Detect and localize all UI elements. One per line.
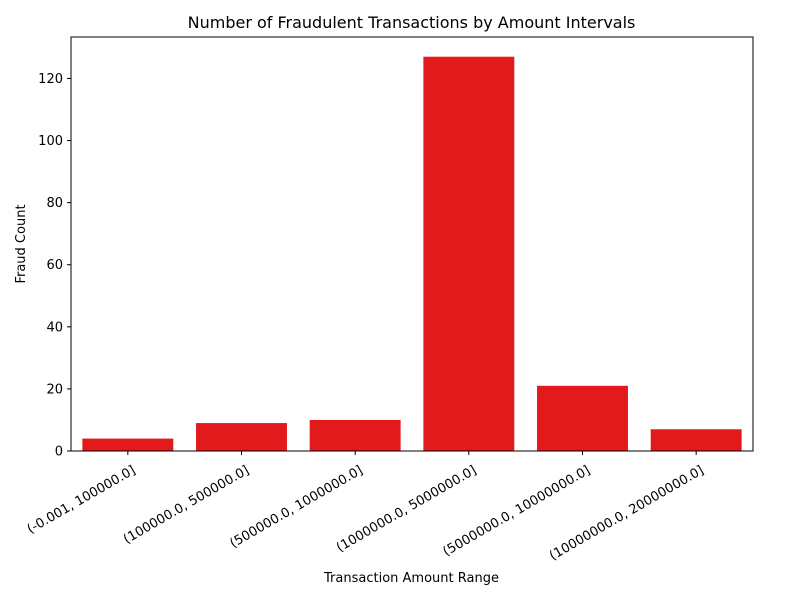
bar-6 — [650, 429, 742, 451]
bar-3 — [309, 419, 401, 451]
bar-2 — [196, 423, 287, 451]
bar-4 — [423, 56, 515, 451]
plot-frame — [70, 36, 754, 452]
y-tick-label: 80 — [46, 196, 63, 211]
y-axis-ticks: 0 20 40 60 80 100 120 — [38, 72, 71, 460]
y-tick-label: 0 — [55, 445, 63, 460]
bars — [82, 56, 742, 451]
bar-1 — [82, 438, 174, 451]
y-tick-label: 60 — [46, 258, 63, 273]
bar-5 — [537, 385, 628, 451]
x-tick-label: (-0.001, 100000.0] — [25, 463, 138, 537]
plot-area: 0 20 40 60 80 100 120 (-0.001, 100000.0](10000… — [25, 36, 754, 564]
y-tick-label: 120 — [38, 72, 63, 87]
y-tick-label: 20 — [46, 382, 63, 397]
x-axis-ticks: (-0.001, 100000.0](100000.0, 500000.0](5… — [25, 451, 707, 564]
chart-title: Number of Fraudulent Transactions by Amo… — [188, 13, 636, 32]
x-axis-label: Transaction Amount Range — [323, 571, 499, 586]
y-axis-label: Fraud Count — [14, 204, 29, 283]
y-tick-label: 100 — [38, 134, 63, 149]
y-tick-label: 40 — [46, 320, 63, 335]
